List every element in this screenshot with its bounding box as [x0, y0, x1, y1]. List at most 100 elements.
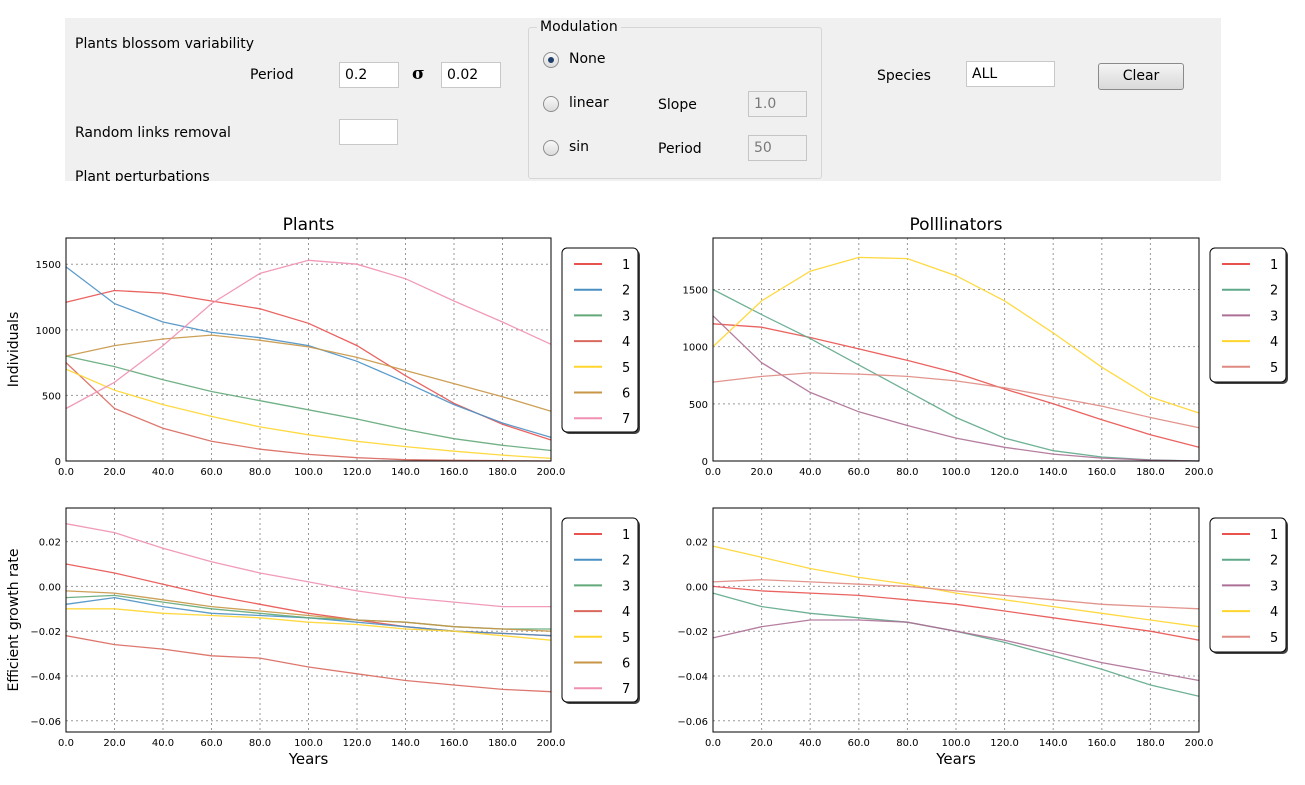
modulation-none-label[interactable]: None: [569, 51, 606, 67]
x-tick-label: 60.0: [848, 467, 870, 478]
x-tick-label: 160.0: [1087, 738, 1116, 749]
y-tick-label: 0.02: [686, 538, 708, 549]
y-tick-label: −0.02: [30, 627, 61, 638]
legend-label: 2: [622, 554, 630, 569]
y-tick-label: −0.04: [677, 672, 708, 683]
x-tick-label: 80.0: [896, 738, 918, 749]
x-tick-label: 140.0: [1039, 467, 1068, 478]
legend-label: 5: [622, 361, 630, 376]
y-tick-label: −0.04: [30, 672, 61, 683]
sigma-input[interactable]: 0.02: [441, 62, 501, 88]
x-tick-label: 40.0: [152, 467, 174, 478]
legend-box: [561, 517, 639, 703]
x-tick-label: 160.0: [440, 738, 469, 749]
random-links-input[interactable]: [339, 119, 398, 145]
slope-label: Slope: [658, 97, 697, 113]
chart-title: Plants: [283, 215, 335, 235]
series-line-3: [712, 619, 1200, 682]
y-tick-label: 1500: [683, 285, 708, 296]
species-input[interactable]: ALL: [966, 61, 1055, 87]
x-tick-label: 0.0: [58, 738, 74, 749]
x-tick-label: 60.0: [848, 738, 870, 749]
x-tick-label: 180.0: [488, 738, 517, 749]
charts-area: 0.0 20.0 40.0 60.0 80.0 100.0 120.0 140.0 160.0 1…: [6, 215, 1288, 768]
x-tick-label: 20.0: [750, 738, 772, 749]
legend-label: 6: [622, 657, 630, 672]
y-tick-label: 1000: [683, 343, 708, 354]
legend-label: 2: [1270, 284, 1278, 299]
legend-label: 5: [1270, 361, 1278, 376]
clear-button[interactable]: Clear: [1098, 63, 1184, 90]
series-line-7: [65, 259, 552, 410]
y-tick-label: 0.00: [686, 582, 708, 593]
x-tick-label: 200.0: [1185, 738, 1214, 749]
modulation-sin-label[interactable]: sin: [569, 139, 590, 155]
modulation-group: [528, 27, 822, 179]
x-tick-label: 200.0: [537, 467, 566, 478]
slope-input[interactable]: 1.0: [748, 91, 807, 117]
x-tick-label: 180.0: [1136, 467, 1165, 478]
modulation-sin-radio[interactable]: [543, 140, 559, 156]
series-line-2: [65, 266, 552, 439]
series-line-4: [712, 256, 1200, 414]
y-tick-label: 500: [689, 400, 708, 411]
series-line-4: [712, 545, 1200, 628]
modulation-linear-radio[interactable]: [543, 96, 559, 112]
y-axis-label: Efficient growth rate: [6, 549, 22, 692]
series-line-7: [65, 523, 551, 608]
legend-label: 1: [622, 258, 630, 273]
x-tick-label: 140.0: [391, 738, 420, 749]
plot-frame: [712, 507, 1200, 733]
x-tick-label: 0.0: [705, 467, 721, 478]
x-tick-label: 80.0: [896, 467, 918, 478]
blossom-section-title: Plants blossom variability: [75, 36, 255, 52]
legend-label: 5: [622, 631, 630, 646]
legend-label: 4: [1270, 605, 1278, 620]
chart-title: Polllinators: [909, 215, 1002, 235]
modulation-linear-label[interactable]: linear: [569, 95, 609, 111]
y-axis-label: Individuals: [6, 312, 22, 387]
x-tick-label: 40.0: [799, 467, 821, 478]
legend-label: 3: [1270, 309, 1278, 324]
legend-label: 4: [1270, 335, 1278, 350]
x-tick-label: 40.0: [152, 738, 174, 749]
legend-label: 2: [622, 284, 630, 299]
y-tick-label: 0.00: [39, 582, 61, 593]
x-tick-label: 160.0: [440, 467, 469, 478]
x-axis-label: Years: [288, 750, 329, 768]
period-input[interactable]: 0.2: [339, 62, 399, 88]
series-line-4: [65, 362, 552, 462]
legend-label: 1: [622, 528, 630, 543]
x-axis-label: Years: [935, 750, 976, 768]
legend-label: 3: [622, 579, 630, 594]
series-line-3: [712, 315, 1200, 462]
x-tick-label: 140.0: [1039, 738, 1068, 749]
x-tick-label: 140.0: [391, 467, 420, 478]
x-tick-label: 200.0: [537, 738, 566, 749]
legend-label: 5: [1270, 631, 1278, 646]
y-tick-label: 0: [702, 457, 708, 468]
x-tick-label: 40.0: [799, 738, 821, 749]
x-tick-label: 180.0: [1136, 738, 1165, 749]
x-tick-label: 100.0: [294, 467, 323, 478]
mod-period-input[interactable]: 50: [748, 135, 807, 161]
control-panel: Plants blossom variability Period 0.2 σ …: [65, 18, 1221, 181]
plant-perturbations-label: Plant perturbations: [75, 169, 210, 181]
plot-frame: [712, 237, 1200, 462]
series-line-1: [712, 323, 1200, 448]
series-line-6: [65, 334, 552, 412]
legend-label: 7: [622, 682, 630, 697]
x-tick-label: 60.0: [200, 467, 222, 478]
x-tick-label: 180.0: [488, 467, 517, 478]
series-line-4: [65, 635, 552, 693]
legend-label: 4: [622, 335, 630, 350]
x-tick-label: 100.0: [294, 738, 323, 749]
x-tick-label: 100.0: [942, 467, 971, 478]
legend-label: 3: [1270, 579, 1278, 594]
series-line-5: [712, 372, 1200, 429]
modulation-none-radio[interactable]: [543, 52, 559, 68]
y-tick-label: 1500: [36, 260, 61, 271]
x-tick-label: 0.0: [58, 467, 74, 478]
legend-label: 3: [622, 309, 630, 324]
x-tick-label: 20.0: [103, 467, 125, 478]
